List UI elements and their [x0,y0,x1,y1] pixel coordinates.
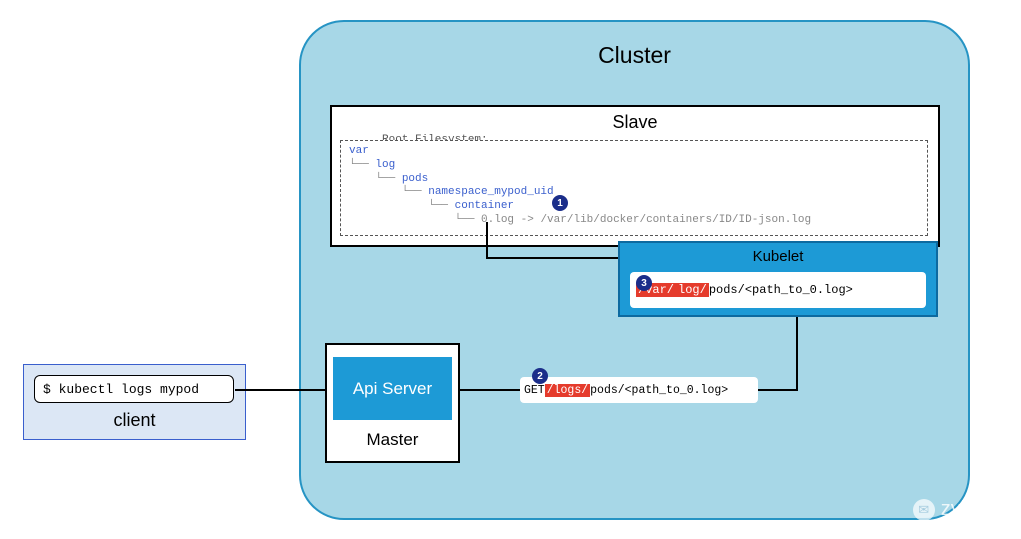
http-rest: pods/<path_to_0.log> [590,384,728,397]
kubelet-title: Kubelet [620,248,936,265]
kubelet-path-rest: pods/<path_to_0.log> [709,283,853,297]
kubectl-command: $ kubectl logs mypod [34,375,234,403]
tree-l4: └── namespace_mypod_uid [349,186,919,200]
edge-fs-down [486,222,488,259]
badge-1: 1 [552,195,568,211]
http-seg: /logs/ [545,384,590,397]
kubelet-path: /var/log/pods/<path_to_0.log> [630,272,926,308]
edge-master-get [460,389,520,391]
client-label: client [23,410,246,431]
tree-l5: └── container [349,200,919,214]
master-label: Master [325,430,460,450]
tree-l3: └── pods [349,173,919,187]
api-server-box: Api Server [333,357,452,420]
edge-fs-right [486,257,618,259]
tree-l1: var [349,145,919,159]
filesystem-box: var └── log └── pods └── namespace_mypod… [340,140,928,236]
cluster-title: Cluster [301,42,968,69]
badge-2: 2 [532,368,548,384]
http-method: GET [524,384,545,397]
watermark: ✉ zyliang [913,498,1003,521]
watermark-text: zyliang [941,498,1003,521]
badge-3: 3 [636,275,652,291]
tree-l6: └── 0.log -> /var/lib/docker/containers/… [349,214,919,228]
edge-get-right [758,389,798,391]
wechat-icon: ✉ [913,499,935,521]
edge-get-up [796,317,798,391]
tree-l2: └── log [349,159,919,173]
slave-title: Slave [332,112,938,133]
kubelet-path-seg2: log/ [676,283,709,297]
edge-client-master [235,389,325,391]
http-request-box: GET /logs/pods/<path_to_0.log> [520,377,758,403]
